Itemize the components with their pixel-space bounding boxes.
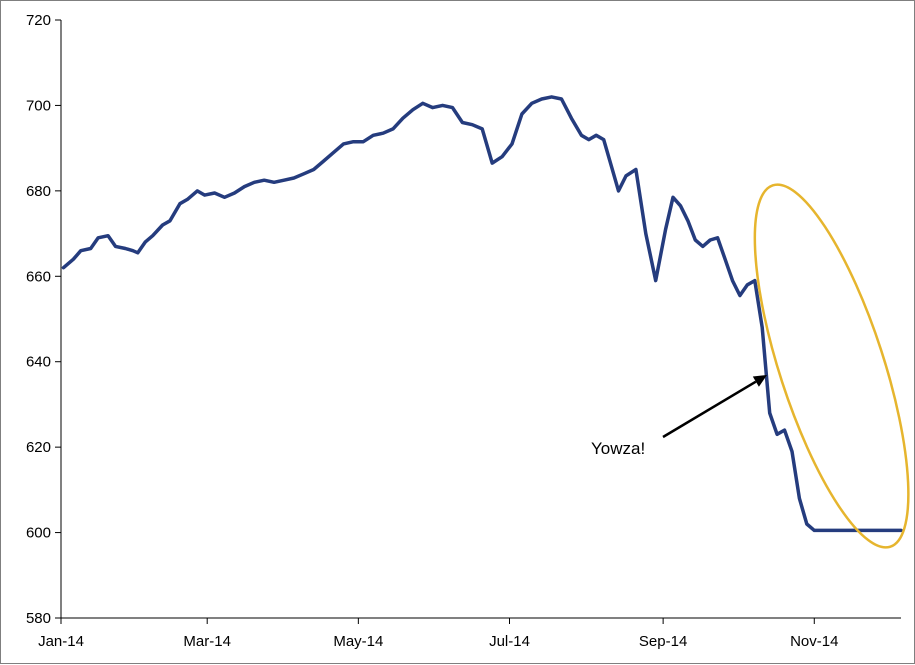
annotation-arrow bbox=[662, 380, 757, 439]
annotation-label: Yowza! bbox=[591, 439, 645, 458]
x-tick-label: Nov-14 bbox=[790, 633, 838, 650]
x-tick-label: May-14 bbox=[333, 633, 383, 650]
x-axis: Jan-14 Mar-14 May-14 Jul-14 Sep-14 Nov-14 bbox=[38, 617, 901, 650]
y-tick-label: 580 bbox=[26, 610, 51, 627]
series-line bbox=[61, 95, 903, 533]
y-tick-label: 680 bbox=[26, 183, 51, 200]
annotation-group: Yowza! bbox=[591, 183, 910, 549]
x-tick-label: Jan-14 bbox=[38, 633, 84, 650]
y-tick-label: 700 bbox=[26, 97, 51, 114]
series-group bbox=[61, 95, 903, 533]
y-tick-label: 620 bbox=[26, 439, 51, 456]
highlight-ellipse bbox=[753, 183, 910, 549]
y-axis: 580 600 620 640 660 680 700 720 bbox=[26, 12, 62, 627]
y-tick-label: 600 bbox=[26, 525, 51, 542]
x-tick-label: Sep-14 bbox=[639, 633, 687, 650]
x-tick-label: Mar-14 bbox=[183, 633, 231, 650]
y-tick-label: 720 bbox=[26, 12, 51, 29]
y-tick-label: 640 bbox=[26, 354, 51, 371]
y-tick-label: 660 bbox=[26, 268, 51, 285]
x-tick-label: Jul-14 bbox=[489, 633, 530, 650]
annotation-arrowhead bbox=[752, 375, 767, 387]
